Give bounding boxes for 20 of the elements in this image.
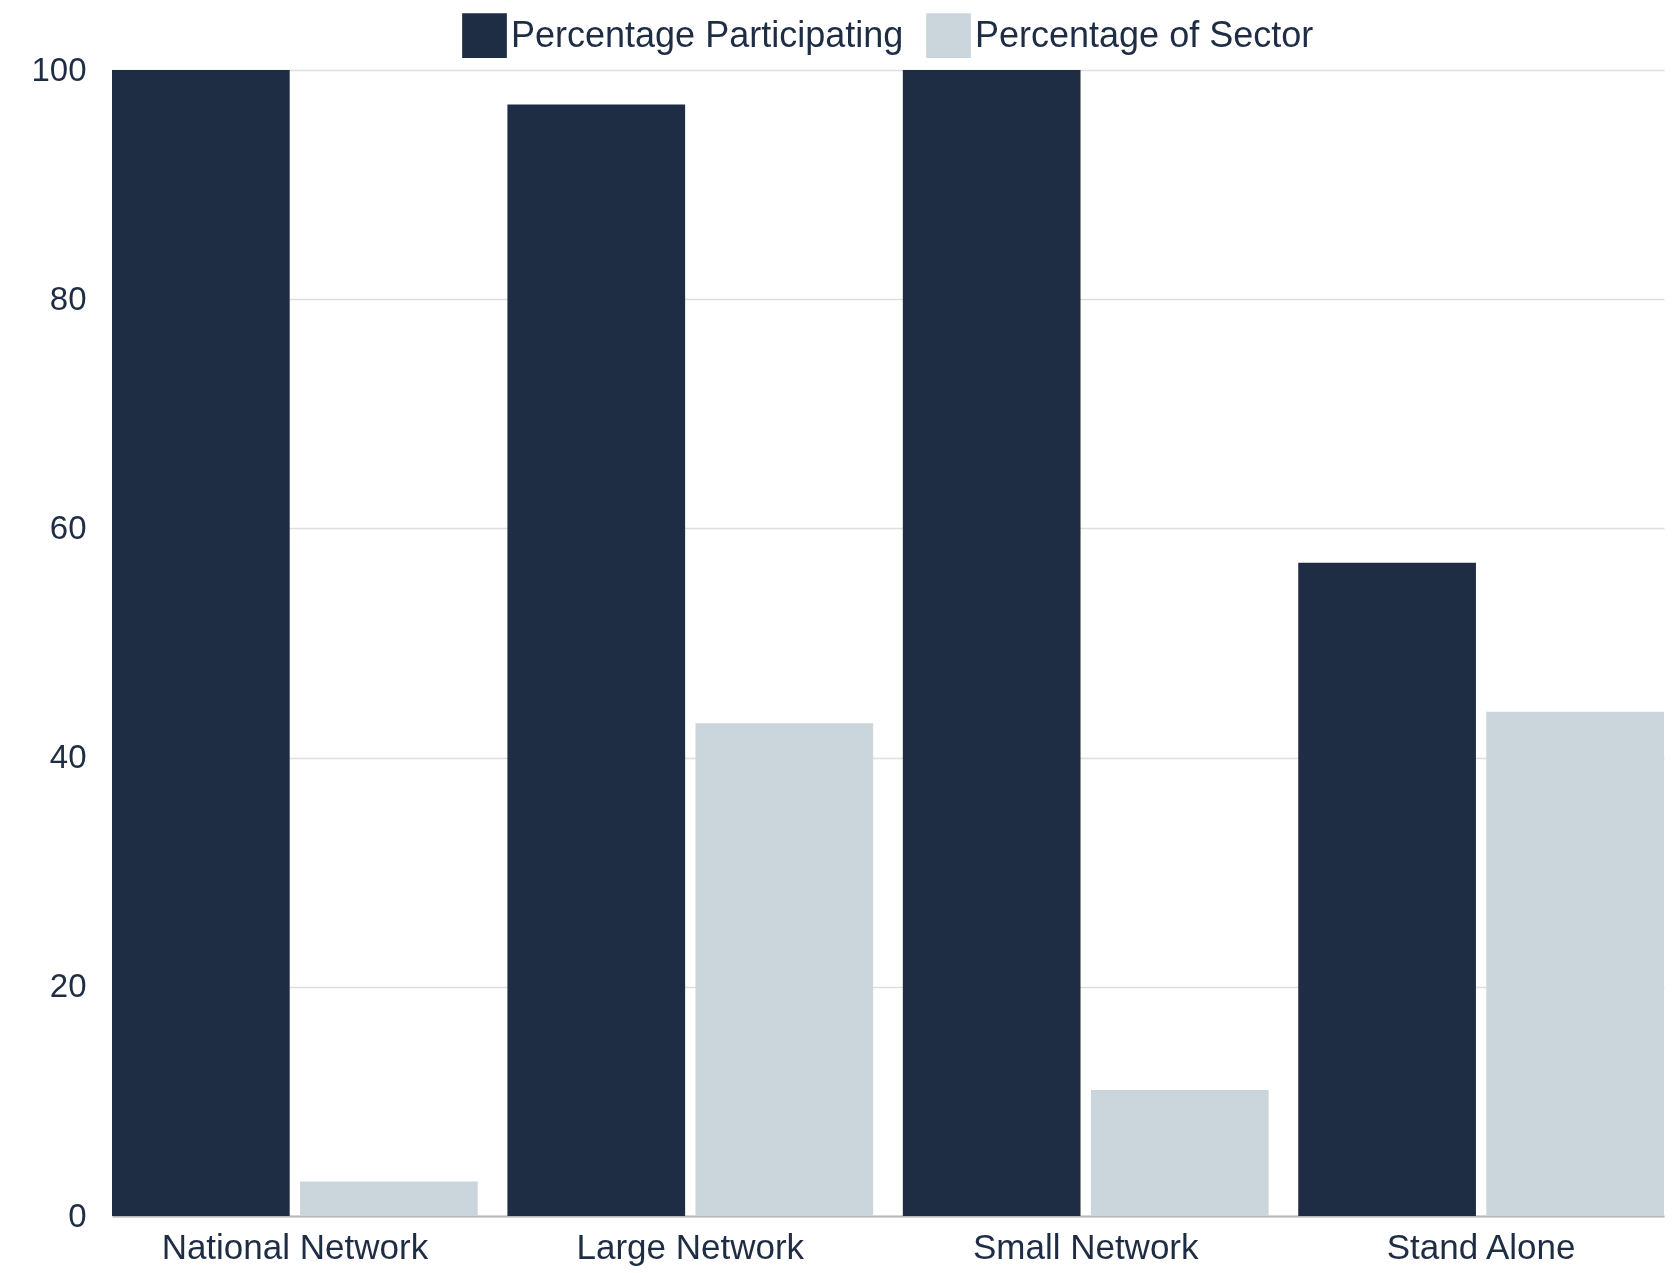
bar [695, 723, 874, 1216]
bar [1298, 562, 1476, 1216]
y-tick-label: 20 [49, 967, 87, 1005]
y-tick-label: 40 [49, 738, 87, 776]
y-tick-label: 60 [49, 508, 87, 546]
bar [112, 70, 290, 1216]
legend-label: Percentage of Sector [975, 13, 1314, 55]
y-tick-label: 80 [49, 279, 87, 317]
x-tick-label: Small Network [972, 1226, 1200, 1266]
bar [902, 70, 1081, 1216]
bar [300, 1181, 478, 1216]
bar [507, 104, 686, 1216]
y-tick-label: 100 [31, 50, 87, 88]
x-tick-label: National Network [161, 1226, 429, 1266]
bar [1486, 711, 1664, 1216]
x-tick-label: Large Network [576, 1226, 805, 1266]
y-tick-label: 0 [68, 1196, 87, 1234]
bar [1090, 1089, 1269, 1216]
x-tick-label: Stand Alone [1386, 1226, 1576, 1266]
legend-label: Percentage Participating [511, 13, 904, 55]
